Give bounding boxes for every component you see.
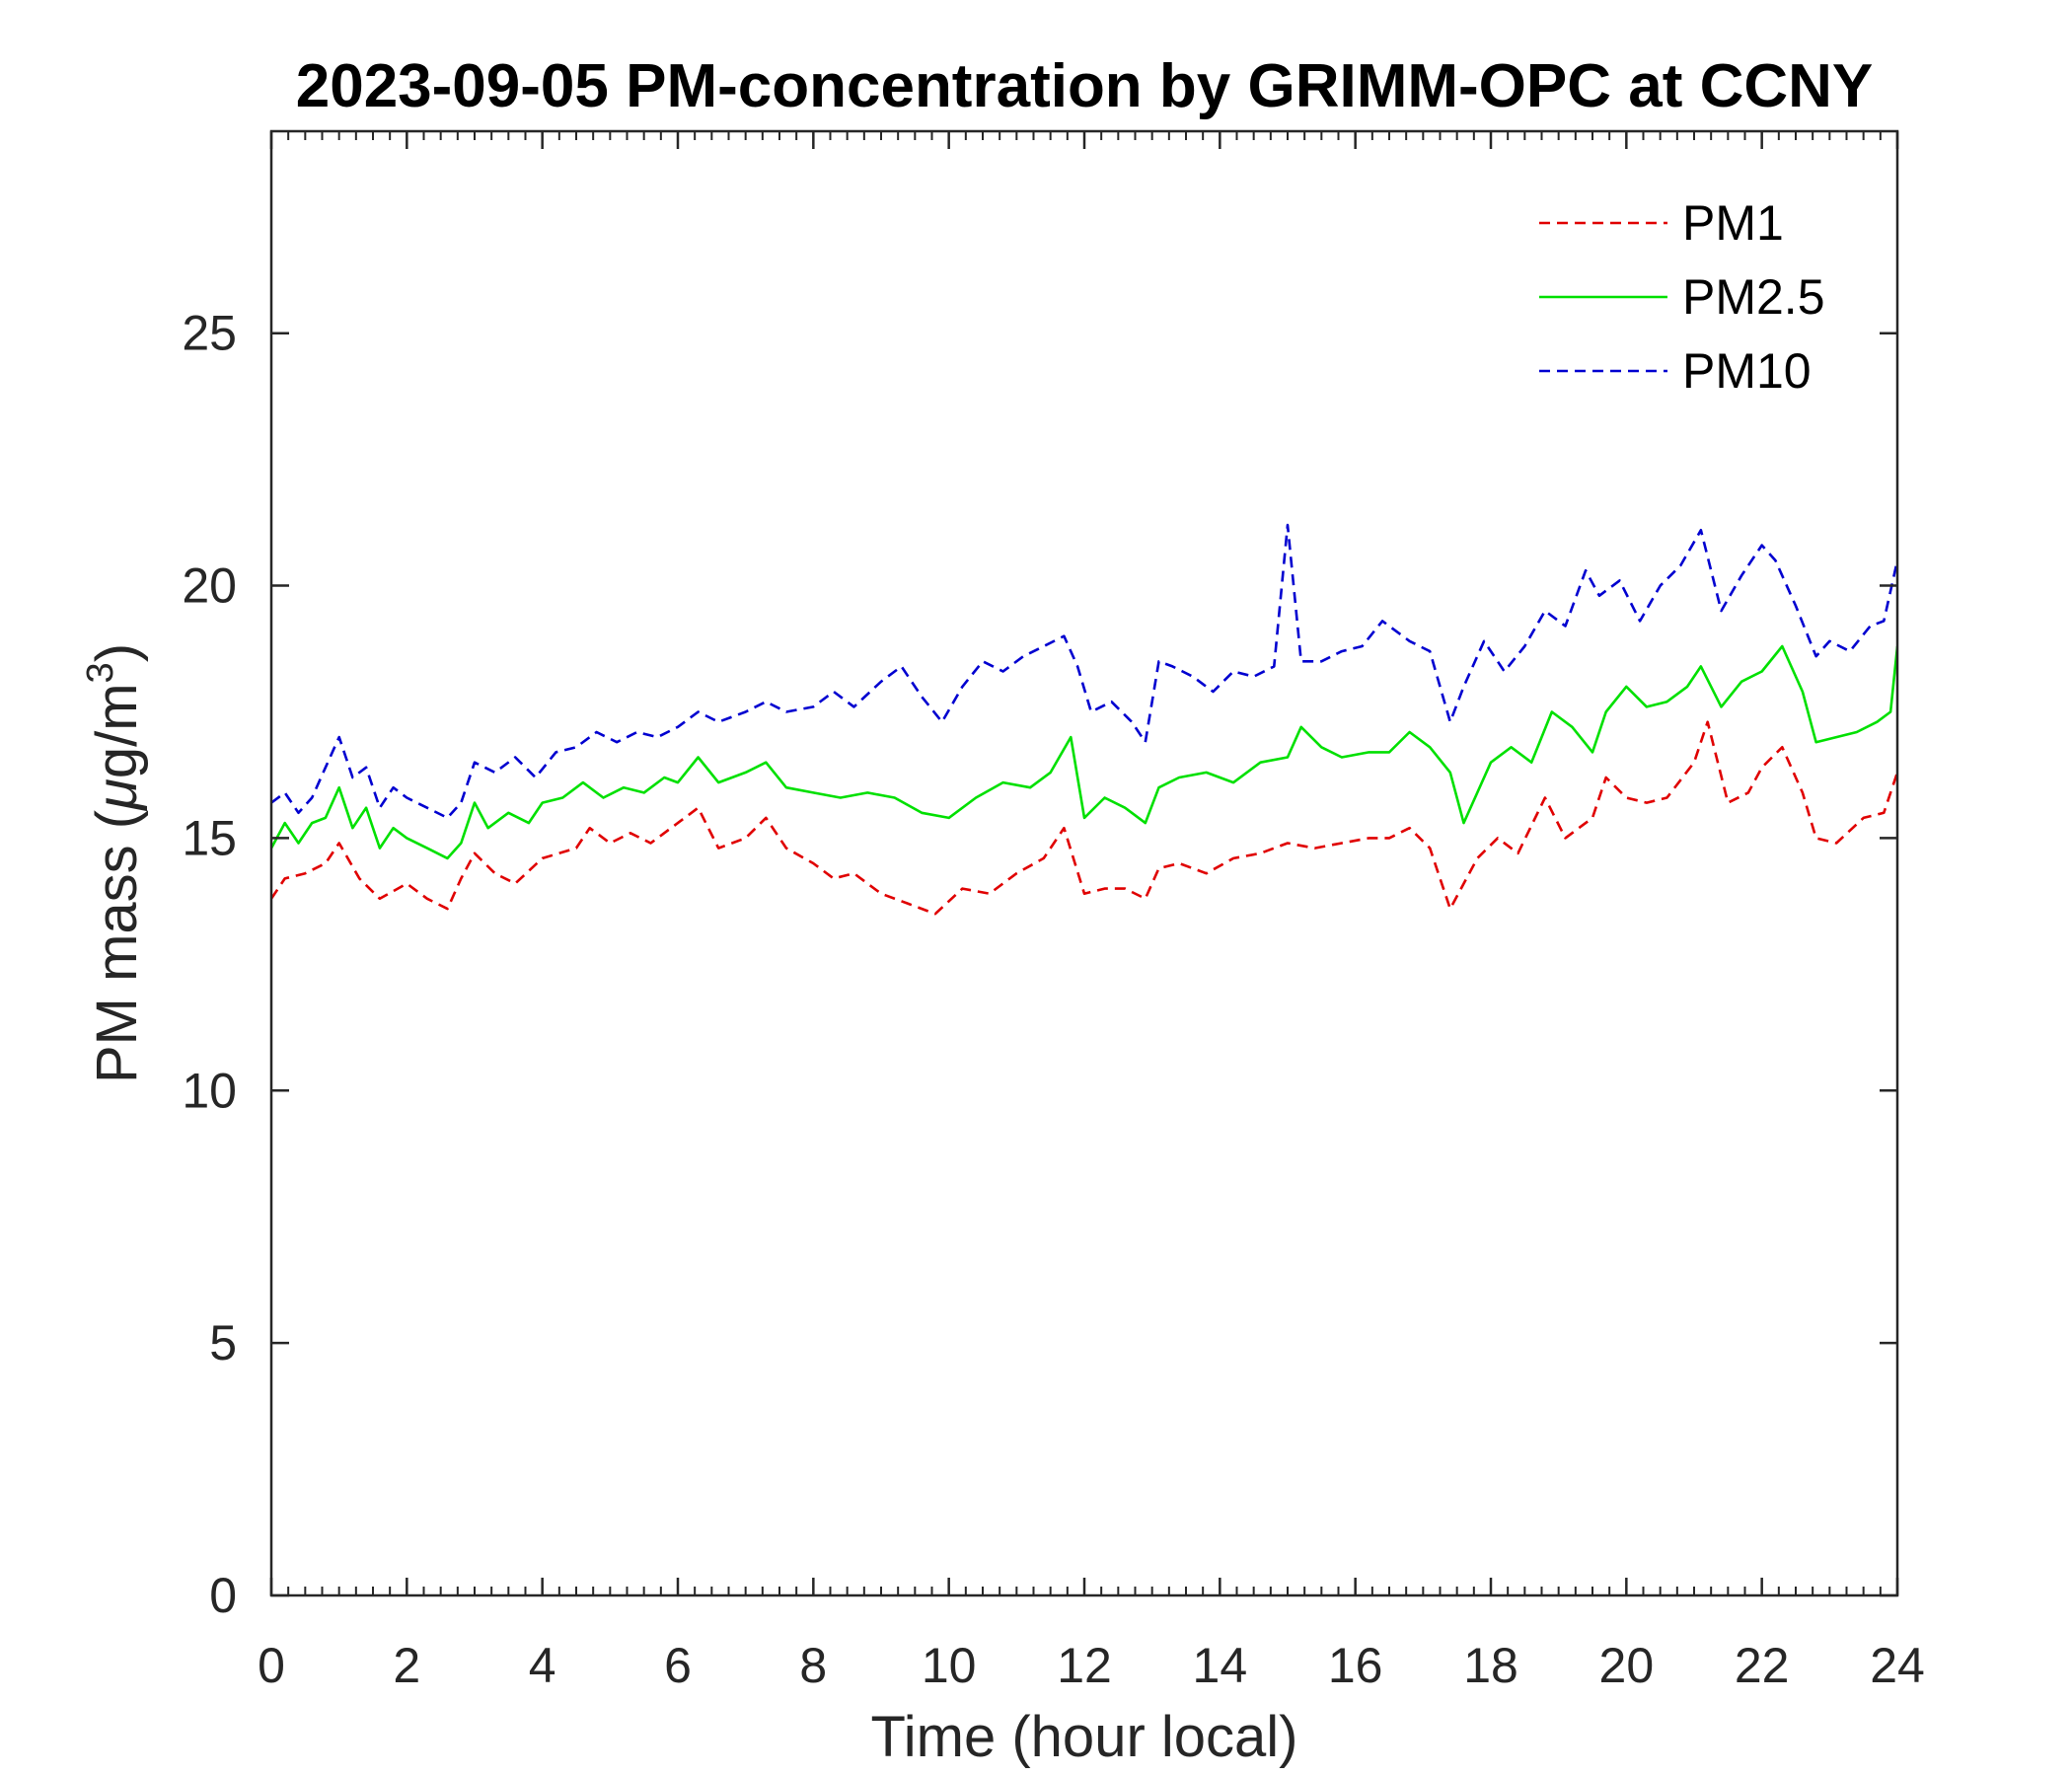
x-axis-label: Time (hour local) [871,1705,1298,1769]
y-tick-label: 20 [182,558,237,614]
y-tick-labels: 0 5 10 15 20 25 [182,306,237,1623]
y-tick-label: 0 [209,1568,237,1623]
legend: PM1 PM2.5 PM10 [1539,195,1825,399]
x-tick-label: 12 [1057,1638,1112,1693]
x-tick-label: 2 [393,1638,420,1693]
x-tick-labels: 0 2 4 6 8 10 12 14 16 18 20 22 24 [258,1638,1925,1693]
x-tick-label: 20 [1599,1638,1655,1693]
x-tick-label: 0 [258,1638,285,1693]
legend-label: PM2.5 [1682,269,1825,325]
series-line-pm1 [271,720,1897,916]
x-tick-label: 10 [922,1638,977,1693]
x-tick-label: 4 [529,1638,556,1693]
x-tick-label: 22 [1735,1638,1790,1693]
x-tick-label: 24 [1870,1638,1925,1693]
y-tick-label: 10 [182,1063,237,1118]
chart-title: 2023-09-05 PM-concentration by GRIMM-OPC… [296,52,1874,120]
legend-label: PM10 [1682,343,1812,399]
x-tick-label: 8 [799,1638,827,1693]
plot-region [271,523,1897,916]
plot-frame [269,129,1899,1597]
series-line-pm25 [271,644,1897,860]
y-tick-label: 25 [182,306,237,361]
major-ticks [269,131,1899,1597]
x-tick-label: 14 [1193,1638,1248,1693]
y-tick-label: 5 [209,1315,237,1370]
series-line-pm10 [271,523,1897,820]
x-tick-label: 16 [1328,1638,1383,1693]
y-axis-label: PM mass (μg/m3) [80,643,149,1083]
legend-label: PM1 [1682,195,1784,251]
x-tick-label: 18 [1463,1638,1518,1693]
series-layer [271,523,1897,916]
x-tick-label: 6 [664,1638,692,1693]
x-minor-ticks [287,131,1882,1595]
y-tick-label: 15 [182,810,237,865]
